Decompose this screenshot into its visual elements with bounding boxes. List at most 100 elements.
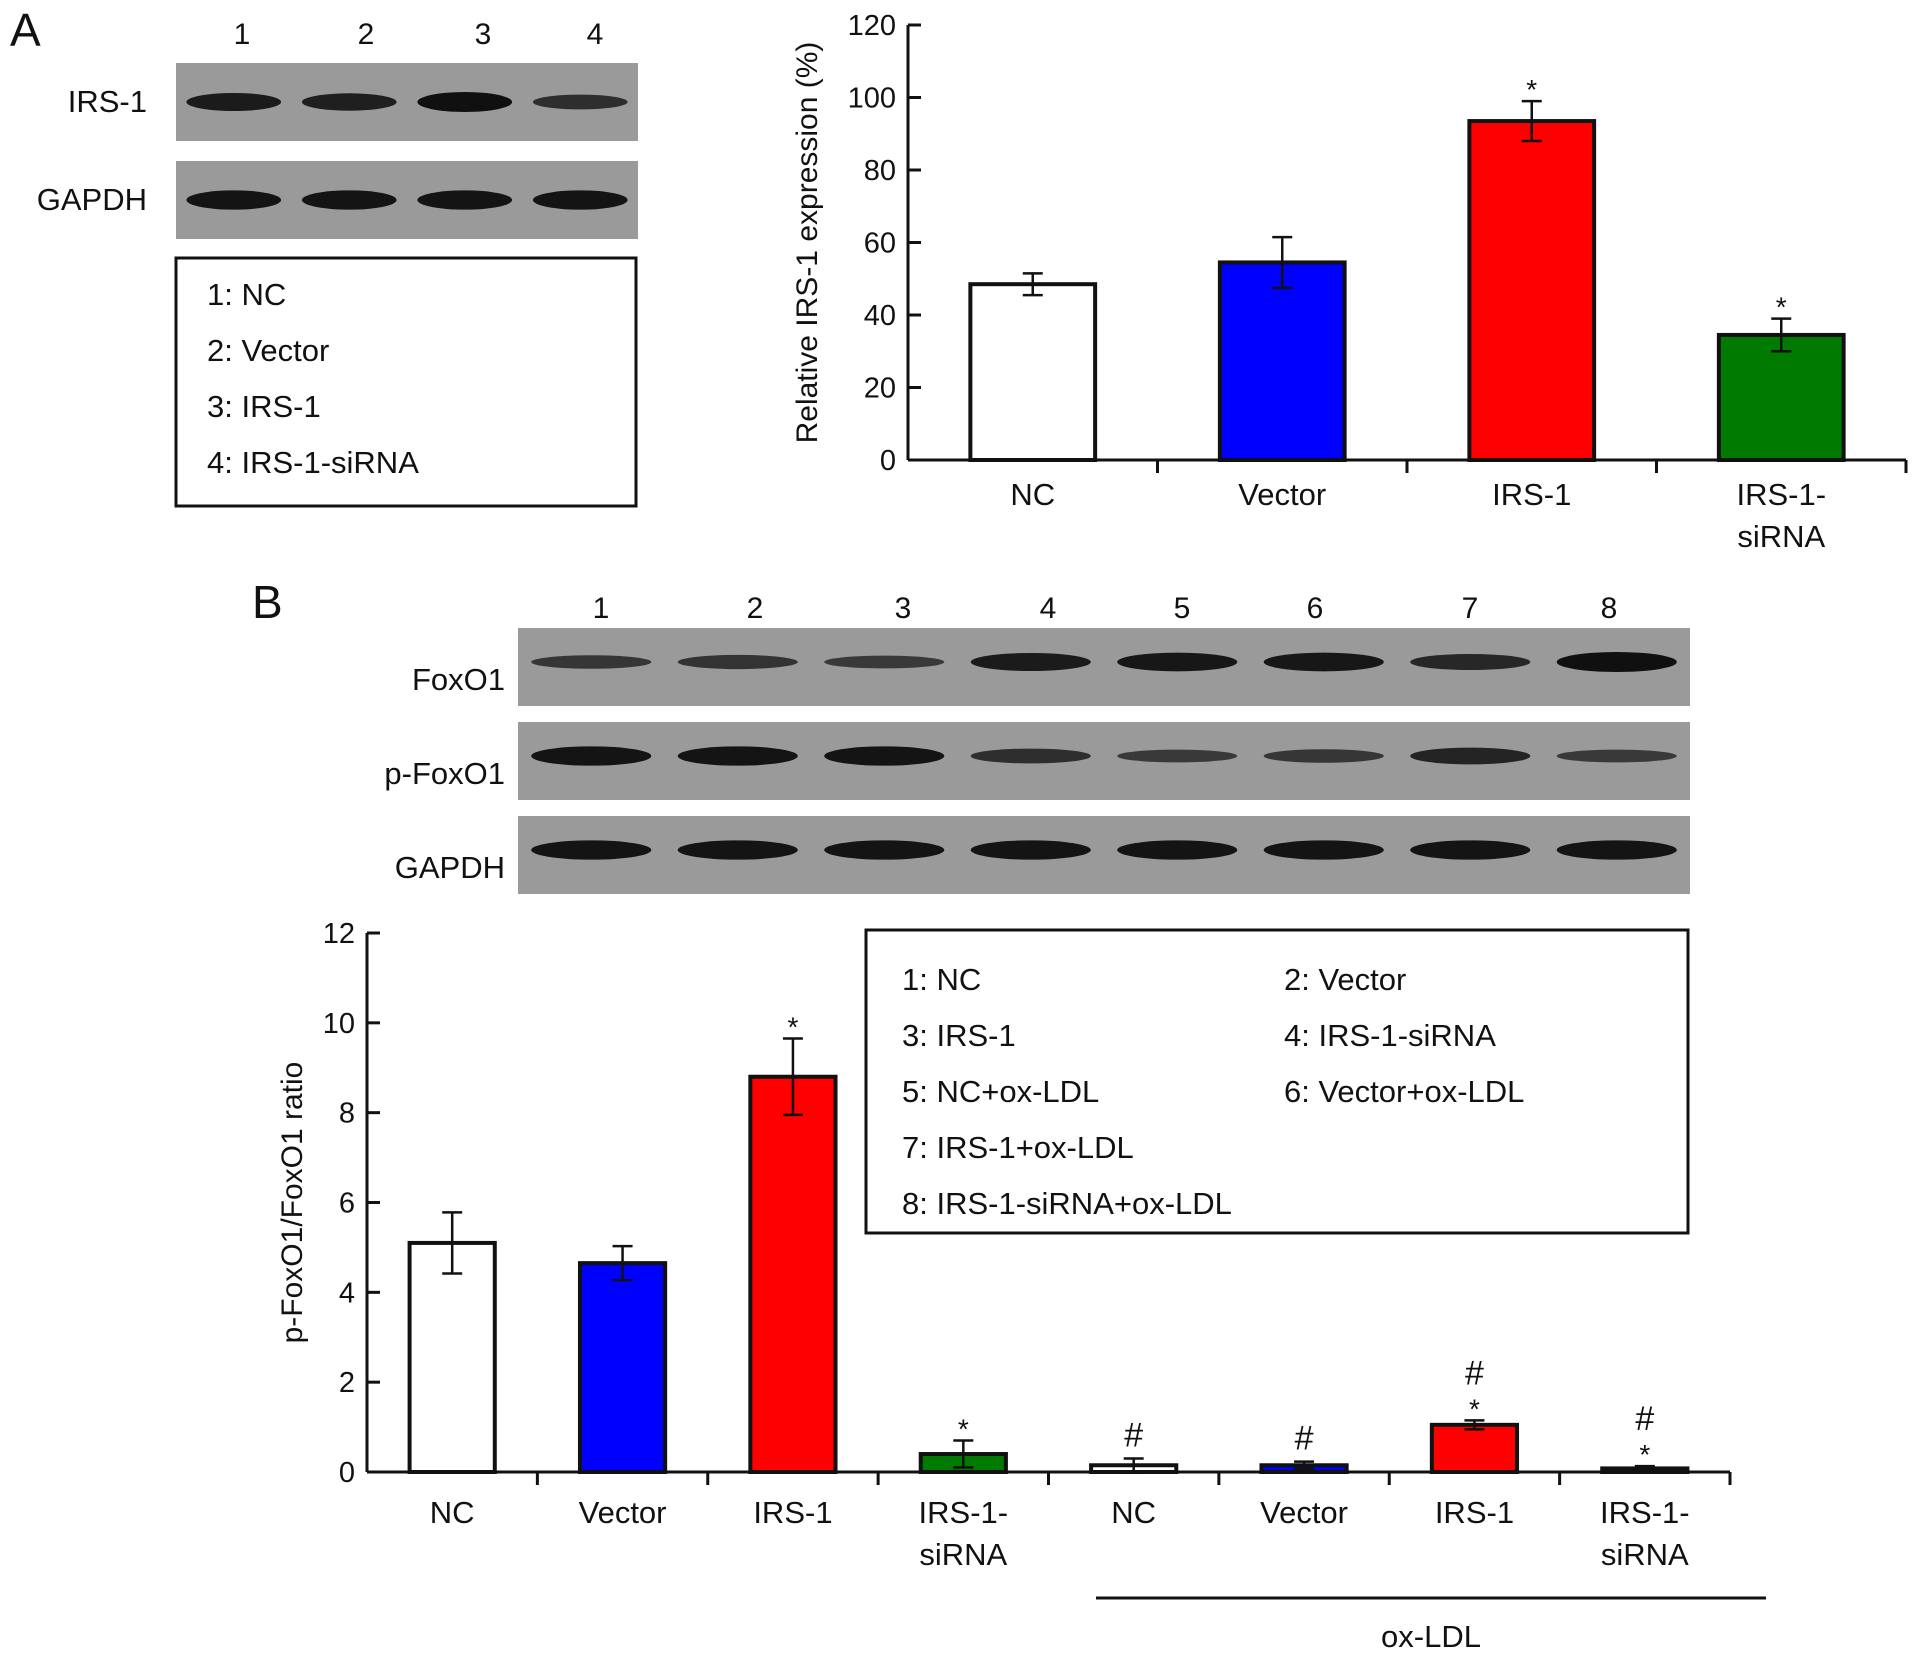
category-label: NC [1111, 1495, 1156, 1530]
significance-star: * [958, 1414, 969, 1445]
category-label: IRS-1- [919, 1495, 1009, 1530]
significance-hash: # [1124, 1417, 1143, 1455]
y-tick-label: 20 [864, 373, 896, 405]
blot-label: GAPDH [395, 850, 505, 885]
y-axis-label: p-FoxO1/FoxO1 ratio [276, 1062, 309, 1344]
significance-hash: # [1295, 1420, 1314, 1458]
protein-band [1117, 652, 1238, 672]
significance-star: * [1639, 1439, 1650, 1470]
blot-label: GAPDH [37, 182, 147, 217]
y-tick-label: 12 [323, 918, 355, 950]
panel-b-legend-item: 8: IRS-1-siRNA+ox-LDL [902, 1186, 1232, 1221]
category-label: NC [430, 1495, 475, 1530]
bar [968, 282, 1098, 462]
panel-a-legend-item: 4: IRS-1-siRNA [207, 445, 419, 480]
significance-star: * [1469, 1393, 1480, 1424]
protein-band [1263, 652, 1384, 672]
y-tick-label: 2 [339, 1367, 355, 1399]
significance-hash: # [1465, 1354, 1484, 1392]
lane-number: 1 [593, 592, 610, 625]
protein-band [531, 746, 652, 766]
category-label: NC [1010, 477, 1055, 512]
bar [1467, 119, 1597, 462]
protein-band [1556, 749, 1677, 763]
protein-band [1556, 840, 1677, 860]
ox-ldl-group-bracket: ox-LDL [1096, 1596, 1766, 1654]
lane-number: 3 [475, 18, 492, 51]
y-tick-label: 0 [880, 445, 896, 477]
protein-band [677, 654, 798, 670]
panel-b-legend-item: 3: IRS-1 [902, 1018, 1016, 1053]
category-label: siRNA [1737, 519, 1825, 554]
protein-band [186, 92, 282, 112]
significance-hash: # [1635, 1400, 1654, 1438]
lane-number: 4 [1040, 592, 1057, 625]
lane-number: 4 [587, 18, 604, 51]
panel-a-western-blot: 1 2 3 4 IRS-1 GAPDH [37, 18, 638, 239]
protein-band [532, 190, 628, 210]
panel-a-bar-chart: 0 20 40 60 80 100 120 NC Vector * IRS-1 * IRS-1- siRN… [791, 10, 1908, 554]
category-label: Vector [1260, 1495, 1348, 1530]
category-label: IRS-1 [753, 1495, 832, 1530]
panel-b-legend-item: 4: IRS-1-siRNA [1284, 1018, 1496, 1053]
y-tick-label: 80 [864, 155, 896, 187]
protein-band [186, 190, 282, 210]
protein-band [970, 840, 1091, 860]
lane-number: 8 [1601, 592, 1618, 625]
ox-ldl-group-label: ox-LDL [1381, 1619, 1481, 1654]
lane-number: 6 [1307, 592, 1324, 625]
panel-a-legend-item: 1: NC [207, 277, 286, 312]
protein-band [531, 655, 652, 669]
panel-b-bar-chart: 0 2 4 6 8 10 12 NC Vector * IRS-1 * IRS-1- siRNA # NC # V… [276, 918, 1732, 1572]
protein-band [1263, 840, 1384, 860]
protein-band [531, 840, 652, 860]
category-label: Vector [1238, 477, 1326, 512]
y-tick-label: 6 [339, 1188, 355, 1220]
lane-number: 2 [358, 18, 375, 51]
panel-a-legend-item: 2: Vector [207, 333, 329, 368]
panel-b-legend-item: 5: NC+ox-LDL [902, 1074, 1099, 1109]
protein-band [1410, 653, 1531, 671]
protein-band [824, 746, 945, 766]
protein-band [1263, 749, 1384, 763]
protein-band [970, 652, 1091, 672]
category-label: siRNA [919, 1537, 1007, 1572]
bar [1217, 260, 1347, 462]
panel-a-letter: A [10, 4, 41, 56]
y-tick-label: 40 [864, 300, 896, 332]
y-tick-label: 100 [848, 83, 896, 115]
panel-a-legend-item: 3: IRS-1 [207, 389, 321, 424]
protein-band [824, 655, 945, 669]
protein-band [1410, 747, 1531, 765]
protein-band [677, 840, 798, 860]
blot-label: p-FoxO1 [384, 756, 505, 791]
lane-number: 3 [895, 592, 912, 625]
significance-star: * [1776, 292, 1787, 323]
lane-number: 5 [1174, 592, 1191, 625]
panel-b-legend-item: 7: IRS-1+ox-LDL [902, 1130, 1134, 1165]
protein-band [1117, 840, 1238, 860]
protein-band [301, 93, 397, 111]
category-label: siRNA [1601, 1537, 1689, 1572]
protein-band [1556, 652, 1677, 672]
significance-star: * [787, 1012, 798, 1043]
bar [748, 1074, 838, 1474]
protein-band [824, 840, 945, 860]
protein-band [417, 92, 513, 112]
lane-number: 2 [747, 592, 764, 625]
y-tick-label: 10 [323, 1008, 355, 1040]
significance-star: * [1526, 74, 1537, 105]
bar [407, 1240, 497, 1475]
protein-band [1410, 840, 1531, 860]
bar [577, 1261, 668, 1474]
panel-b-legend-box: 1: NC 2: Vector 3: IRS-1 4: IRS-1-siRNA … [864, 928, 1690, 1235]
y-tick-label: 8 [339, 1098, 355, 1130]
category-label: IRS-1- [1736, 477, 1826, 512]
blot-label: FoxO1 [412, 662, 505, 697]
panel-b-letter: B [252, 576, 283, 628]
bar [1429, 1422, 1520, 1475]
panel-a-legend-box: 1: NC 2: Vector 3: IRS-1 4: IRS-1-siRNA [174, 256, 638, 508]
y-tick-label: 4 [339, 1277, 355, 1309]
panel-b-legend-item: 6: Vector+ox-LDL [1284, 1074, 1524, 1109]
